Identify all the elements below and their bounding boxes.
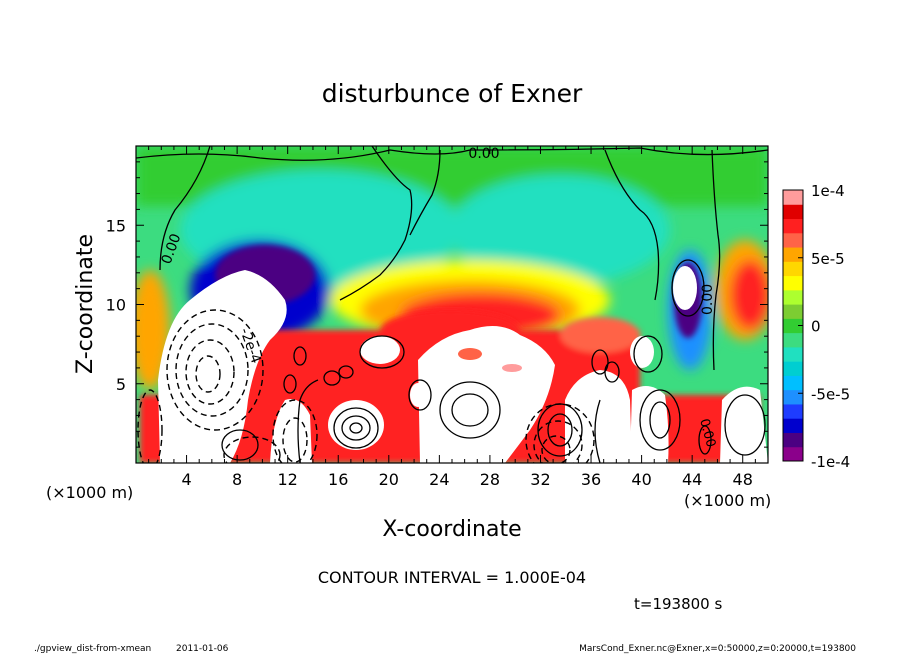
- script-date: 2011-01-06: [176, 644, 229, 654]
- contour-label: 0.00: [700, 284, 716, 315]
- colorbar-swatch: [783, 190, 803, 205]
- colorbar-swatch: [783, 361, 803, 376]
- x-tick-label: 16: [328, 470, 348, 489]
- y-tick-label: 10: [106, 296, 126, 315]
- colorbar-swatch: [783, 403, 803, 419]
- colorbar-tick-label: -1e-4: [811, 453, 850, 471]
- contour-label: 0.00: [468, 146, 499, 162]
- colorbar-swatch: [783, 261, 803, 277]
- y-axis: 5 10 15: [106, 161, 768, 448]
- colorbar-ticks: 1e-4 5e-5 0 -5e-5 -1e-4: [798, 182, 850, 471]
- colorbar-swatch: [783, 332, 803, 348]
- x-tick-label: 24: [429, 470, 449, 489]
- variable-info: MarsCond_Exner.nc@Exner,x=0:50000,z=0:20…: [579, 644, 856, 654]
- x-axis-label: X-coordinate: [382, 517, 521, 542]
- x-tick-label: 32: [530, 470, 550, 489]
- colorbar-tick-label: 1e-4: [811, 182, 845, 200]
- x-unit-left: (×1000 m): [46, 483, 133, 502]
- colorbar-swatch: [783, 218, 803, 234]
- colorbar-tick-label: -5e-5: [811, 385, 850, 403]
- colorbar-swatch: [783, 275, 803, 291]
- colorbar-swatch: [783, 346, 803, 362]
- x-tick-label: 20: [379, 470, 399, 489]
- x-tick-label: 36: [581, 470, 601, 489]
- x-unit-right: (×1000 m): [684, 491, 771, 510]
- x-tick-label: 4: [181, 470, 191, 489]
- plot-area: 0.00 0.00 0.00 -2e-4 0.00: [136, 146, 768, 463]
- script-name: ./gpview_dist-from-xmean: [34, 644, 151, 654]
- x-tick-label: 8: [232, 470, 242, 489]
- colorbar-swatch: [783, 418, 803, 433]
- colorbar-swatch: [783, 232, 803, 248]
- colorbar-swatch: [783, 375, 803, 391]
- y-tick-label: 5: [116, 375, 126, 394]
- y-tick-label: 15: [106, 216, 126, 235]
- colorbar-swatch: [783, 247, 803, 262]
- contour-label: 0.00: [696, 417, 718, 449]
- x-tick-label: 48: [733, 470, 753, 489]
- y-axis-label: Z-coordinate: [73, 234, 98, 374]
- colorbar-tick-label: 0: [811, 318, 821, 336]
- colorbar-swatch: [783, 318, 803, 334]
- x-tick-label: 40: [631, 470, 651, 489]
- colorbar-tick-label: 5e-5: [811, 250, 845, 268]
- chart-title: disturbunce of Exner: [322, 79, 583, 108]
- x-tick-label: 28: [480, 470, 500, 489]
- colorbar: [783, 190, 803, 462]
- colorbar-swatch: [783, 432, 803, 448]
- time-stamp: t=193800 s: [634, 595, 722, 613]
- colorbar-swatch: [783, 446, 803, 462]
- colorbar-swatch: [783, 204, 803, 220]
- x-axis: 4 8 12 16 20 24 28 32 36 40 44 48: [148, 146, 756, 489]
- colorbar-swatch: [783, 304, 803, 319]
- colorbar-swatch: [783, 289, 803, 305]
- x-tick-label: 12: [278, 470, 298, 489]
- contour-interval: CONTOUR INTERVAL = 1.000E-04: [318, 568, 586, 587]
- x-tick-label: 44: [682, 470, 702, 489]
- colorbar-swatch: [783, 389, 803, 405]
